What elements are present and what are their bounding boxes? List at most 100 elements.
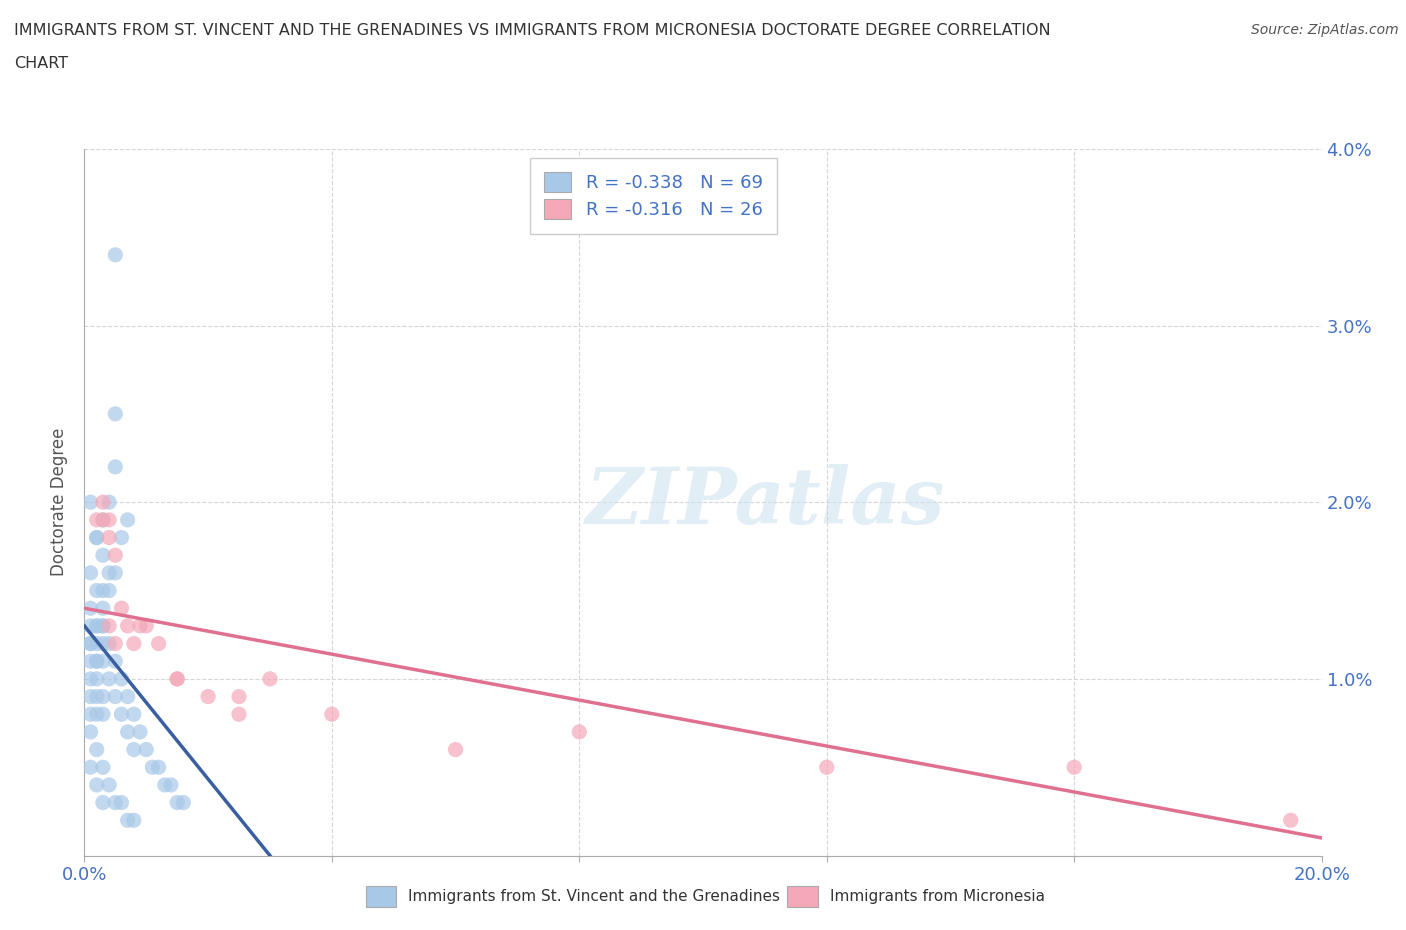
Point [91,601,114,616]
Point [1063,760,1085,775]
Point [110,671,132,686]
Point [79,689,101,704]
Point [98,565,121,580]
Point [79,671,101,686]
Point [79,654,101,669]
Point [86,583,108,598]
Point [148,636,170,651]
Point [197,689,219,704]
Point [86,618,108,633]
Point [117,813,139,828]
Text: Immigrants from Micronesia: Immigrants from Micronesia [830,889,1045,904]
Point [117,618,139,633]
Point [117,724,139,739]
Point [104,247,127,262]
Point [91,548,114,563]
Point [568,724,591,739]
Text: IMMIGRANTS FROM ST. VINCENT AND THE GRENADINES VS IMMIGRANTS FROM MICRONESIA DOC: IMMIGRANTS FROM ST. VINCENT AND THE GREN… [14,23,1050,38]
Point [228,707,250,722]
Point [104,459,127,474]
Point [259,671,281,686]
Point [91,654,114,669]
Point [91,495,114,510]
Point [122,742,145,757]
Point [110,707,132,722]
Point [91,689,114,704]
Point [91,512,114,527]
Text: ZIPatlas: ZIPatlas [585,464,945,540]
Point [98,636,121,651]
Point [110,601,132,616]
Point [104,565,127,580]
Point [79,636,101,651]
Point [98,530,121,545]
Point [86,689,108,704]
Point [228,689,250,704]
Point [86,618,108,633]
Point [153,777,176,792]
Point [122,813,145,828]
Point [122,707,145,722]
Point [135,742,157,757]
Point [148,760,170,775]
Point [98,618,121,633]
Point [79,760,101,775]
Point [98,512,121,527]
Text: CHART: CHART [14,56,67,71]
Point [86,512,108,527]
Point [104,406,127,421]
Point [86,742,108,757]
Point [1279,813,1302,828]
Point [129,724,152,739]
Point [135,618,157,633]
Point [86,777,108,792]
Point [91,636,114,651]
Point [79,707,101,722]
Point [129,618,152,633]
Point [91,618,114,633]
Point [91,760,114,775]
Point [104,636,127,651]
Point [86,654,108,669]
Point [110,530,132,545]
Point [444,742,467,757]
Point [86,654,108,669]
Point [91,583,114,598]
Point [122,636,145,651]
Point [172,795,194,810]
Point [321,707,343,722]
Legend: R = -0.338   N = 69, R = -0.316   N = 26: R = -0.338 N = 69, R = -0.316 N = 26 [530,158,778,233]
Point [117,689,139,704]
Point [98,777,121,792]
Point [91,512,114,527]
Point [104,795,127,810]
Point [166,671,188,686]
Text: Source: ZipAtlas.com: Source: ZipAtlas.com [1251,23,1399,37]
Text: Immigrants from St. Vincent and the Grenadines: Immigrants from St. Vincent and the Gren… [408,889,780,904]
Point [86,671,108,686]
Point [86,530,108,545]
Point [79,601,101,616]
Point [86,707,108,722]
Point [104,548,127,563]
Point [86,530,108,545]
Point [79,495,101,510]
Point [86,636,108,651]
Point [91,795,114,810]
Point [91,707,114,722]
Point [79,565,101,580]
Point [815,760,838,775]
Point [98,583,121,598]
Point [141,760,163,775]
Point [160,777,183,792]
Point [79,618,101,633]
Point [166,671,188,686]
Point [98,495,121,510]
Point [117,512,139,527]
Point [110,795,132,810]
Point [98,671,121,686]
Point [104,689,127,704]
Point [166,795,188,810]
Y-axis label: Doctorate Degree: Doctorate Degree [51,428,69,577]
Point [79,636,101,651]
